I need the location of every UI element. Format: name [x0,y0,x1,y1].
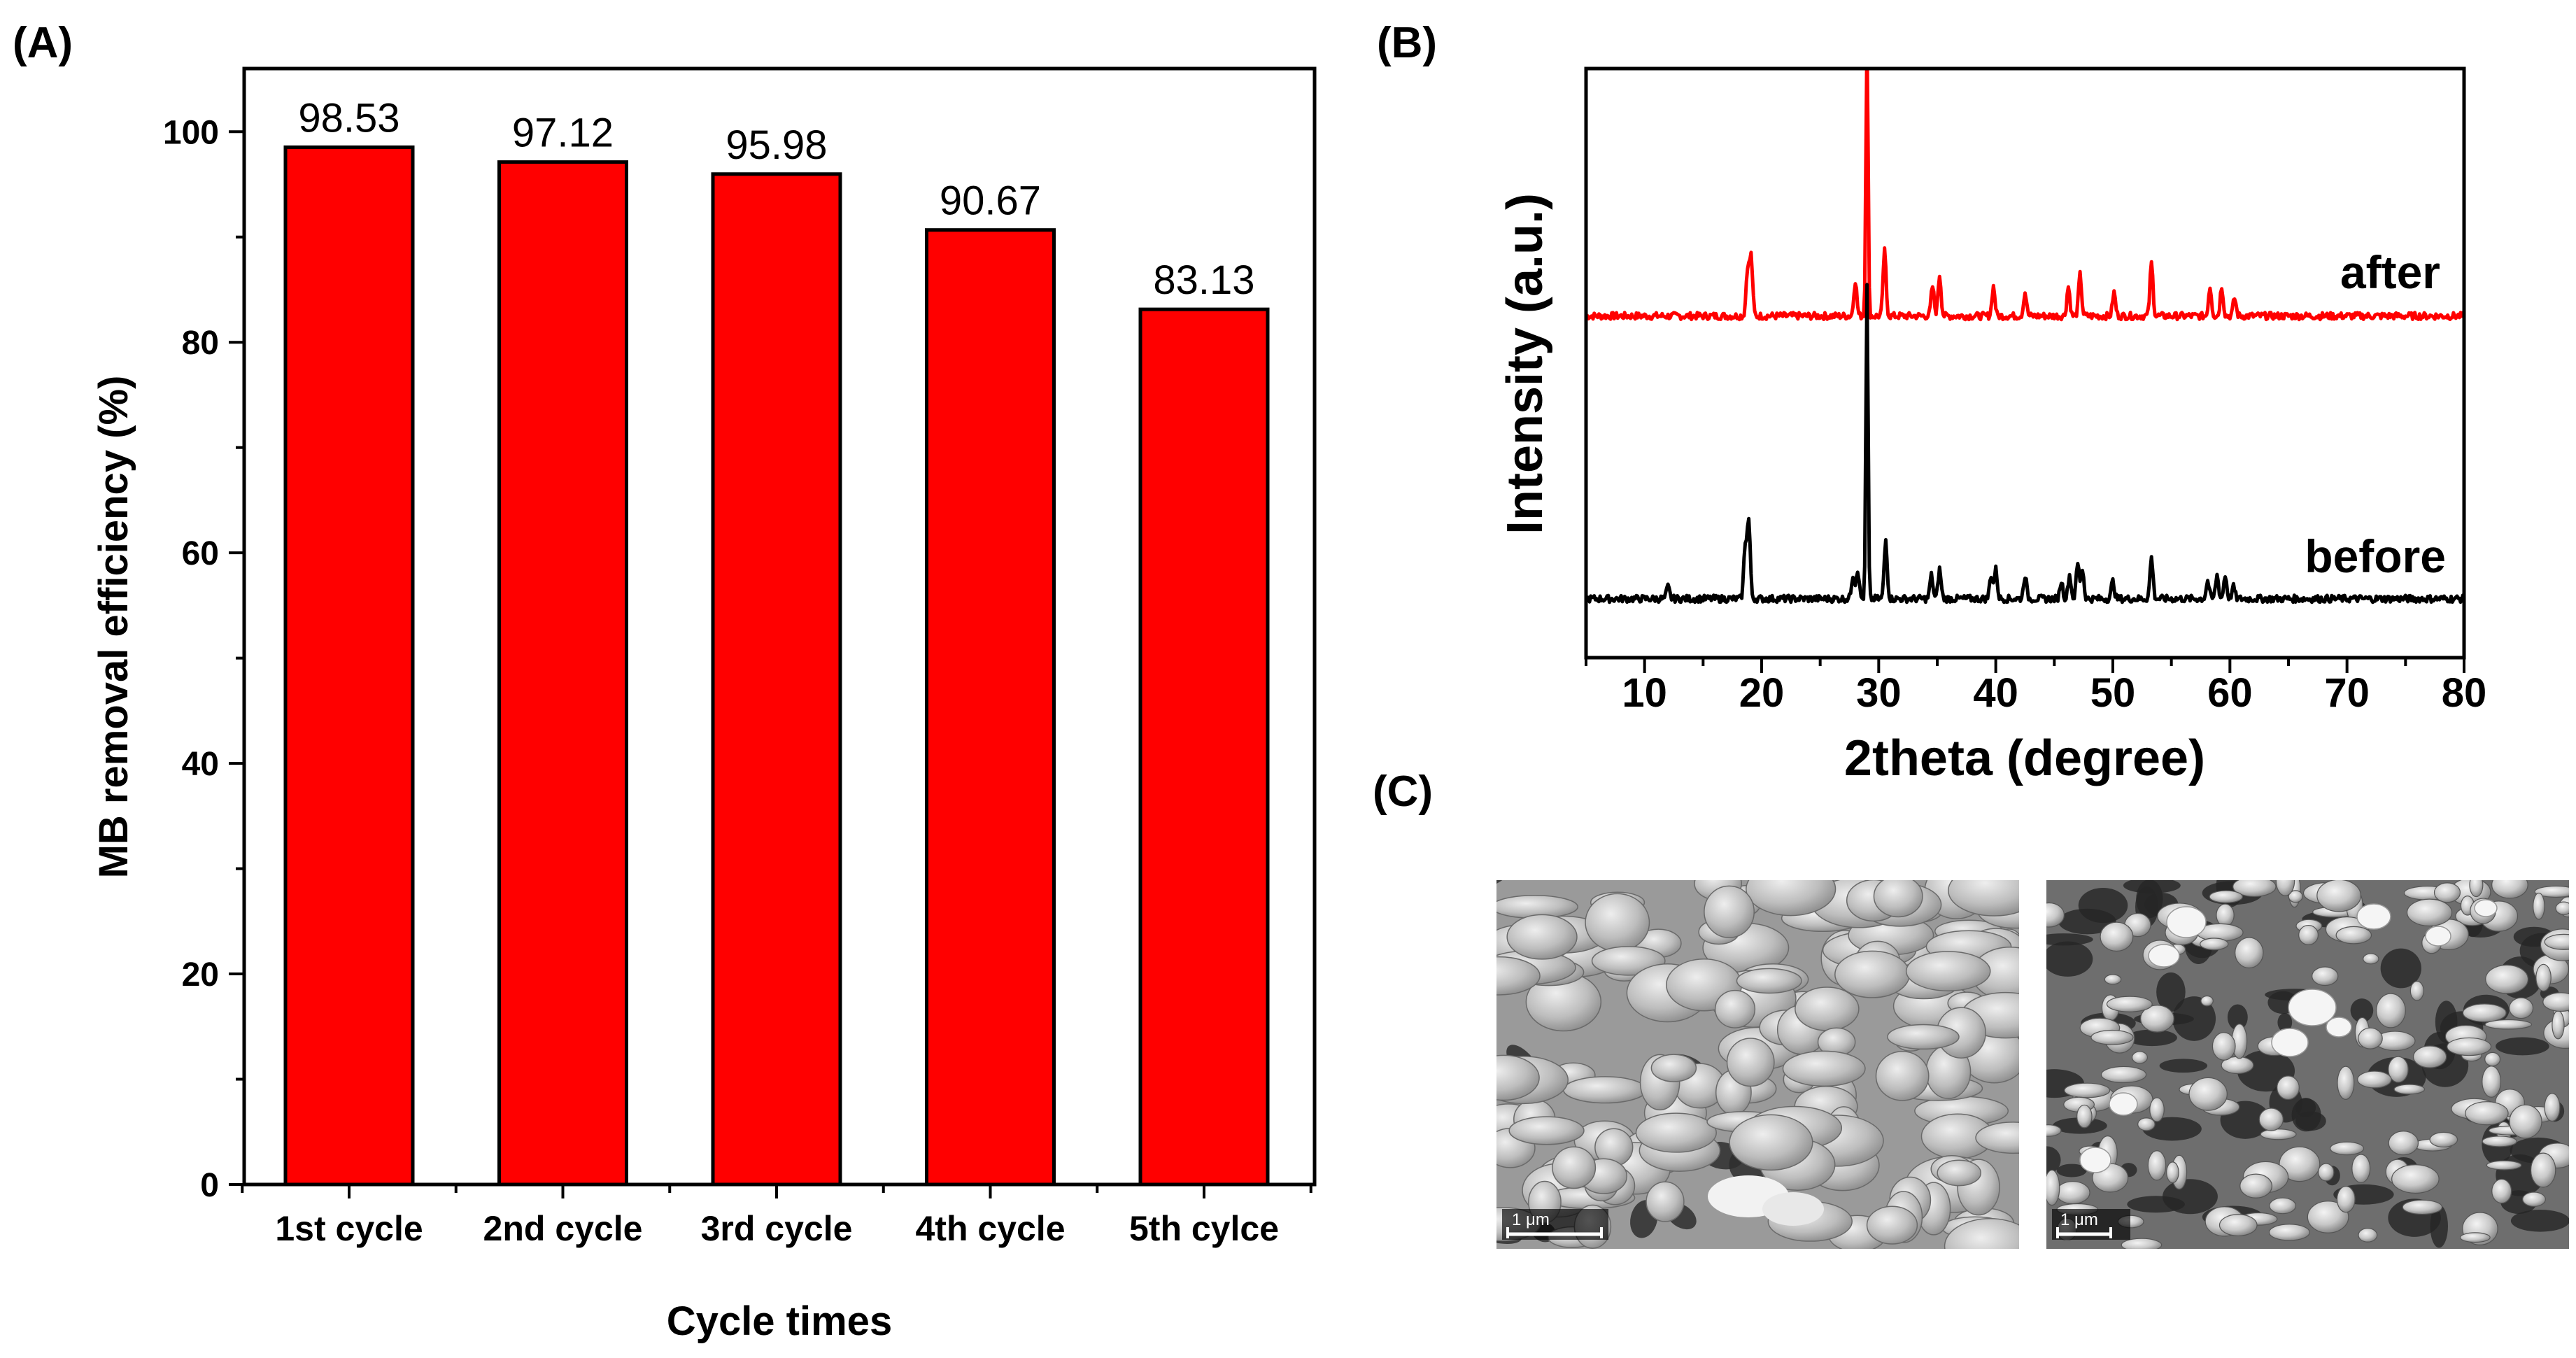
x-tick-label: 3rd cycle [701,1209,853,1248]
x-axis-title: Cycle times [667,1299,892,1344]
bar-1 [283,145,415,1187]
series-line-after [1586,69,2464,322]
bar-4 [925,228,1056,1187]
x-tick-label: 70 [2324,670,2370,716]
bar-value-label: 97.12 [512,111,614,156]
x-tick-label: 60 [2207,670,2253,716]
x-tick-label: 40 [1973,670,2018,716]
x-tick-label: 30 [1856,670,1902,716]
y-tick-label: 40 [182,746,219,783]
series-label-after: after [2340,246,2440,298]
panel-label-c: (C) [1373,768,1433,816]
xrd-chart: 10 20 30 40 50 60 70 80 after before Intensity … [1497,66,2487,786]
bar-group: 98.53 97.12 95.98 90.67 83.13 [283,95,1270,1187]
x-tick-label: 80 [2442,670,2487,716]
sem-image-before: 1 μm [1496,880,2019,1249]
sem-image-after: 1 μm [2046,880,2569,1249]
plot-frame-b [1584,66,2466,660]
x-tick-label: 1st cycle [275,1209,423,1248]
y-axis-title: MB removal efficiency (%) [91,376,136,879]
y-tick-label: 0 [200,1167,219,1204]
x-axis-ticks: 10 20 30 40 50 60 70 80 [1585,658,2487,716]
x-tick-label: 5th cylce [1129,1209,1279,1248]
bar-value-label: 83.13 [1153,257,1254,303]
y-tick-label: 60 [182,535,219,572]
x-axis-ticks: 1st cycle 2nd cycle 3rd cycle 4th cycle 5th … [241,1184,1312,1248]
scale-bar-label: 1 μm [2060,1210,2098,1229]
y-tick-label: 80 [182,325,219,362]
panel-label-a: (A) [13,19,73,67]
y-axis-ticks: 0 20 40 60 80 100 [163,114,244,1204]
y-axis-title: Intensity (a.u.) [1497,193,1553,535]
x-tick-label: 20 [1739,670,1785,716]
x-tick-label: 10 [1622,670,1667,716]
scale-bar-label: 1 μm [1512,1210,1550,1229]
x-axis-title: 2theta (degree) [1844,730,2205,786]
series-label-before: before [2305,530,2446,582]
bar-value-label: 98.53 [298,95,399,141]
bar-value-label: 95.98 [726,122,827,168]
panel-label-b: (B) [1377,19,1437,67]
y-tick-label: 20 [182,956,219,993]
bar-chart: 98.53 97.12 95.98 90.67 83.13 0 20 40 60 80 100 1… [91,66,1317,1344]
bar-2 [497,160,628,1187]
x-tick-label: 4th cycle [915,1209,1065,1248]
series-line-before [1586,283,2464,604]
bar-value-label: 90.67 [940,178,1041,224]
bar-3 [711,172,842,1187]
x-tick-label: 50 [2090,670,2136,716]
x-tick-label: 2nd cycle [483,1209,643,1248]
bar-5 [1138,307,1270,1187]
y-tick-label: 100 [163,114,219,151]
